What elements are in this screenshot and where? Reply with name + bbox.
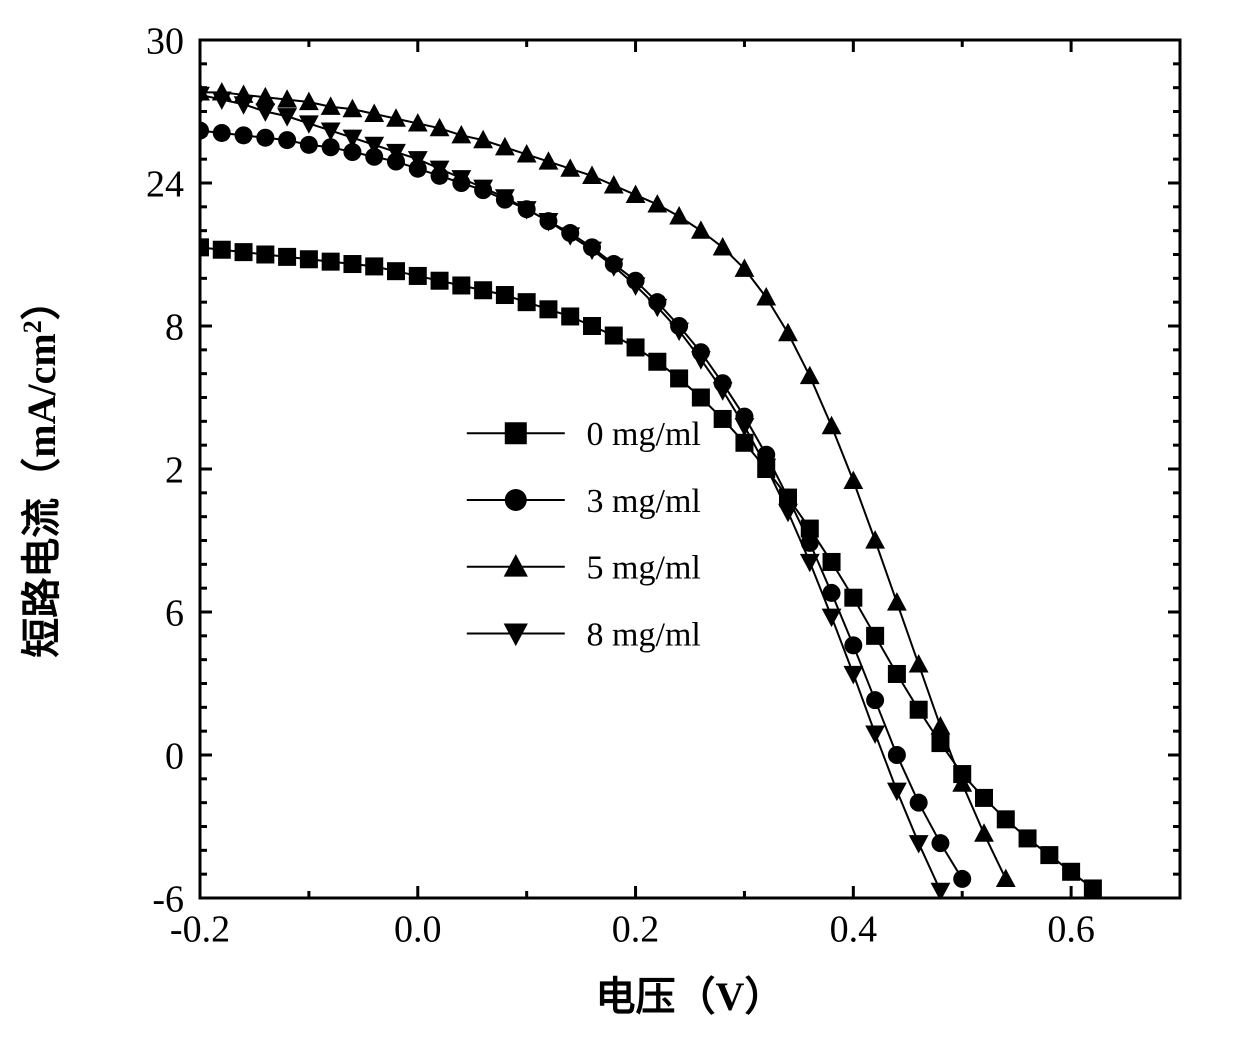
- jv-chart: -0.20.00.20.40.630248260-6电压（V）短路电流（mA/c…: [0, 0, 1240, 1048]
- svg-text:0.2: 0.2: [612, 909, 660, 951]
- svg-text:30: 30: [146, 20, 184, 62]
- svg-text:2: 2: [165, 449, 184, 491]
- svg-text:0.6: 0.6: [1047, 909, 1095, 951]
- legend-item-label: 5 mg/ml: [587, 550, 701, 587]
- legend-item-label: 0 mg/ml: [587, 416, 701, 453]
- svg-text:0.4: 0.4: [830, 909, 878, 951]
- svg-text:-6: -6: [152, 878, 184, 920]
- svg-text:8: 8: [165, 306, 184, 348]
- svg-text:24: 24: [146, 163, 184, 205]
- svg-text:6: 6: [165, 592, 184, 634]
- legend-item-label: 8 mg/ml: [587, 616, 701, 653]
- legend-item-label: 3 mg/ml: [587, 483, 701, 520]
- x-axis-label: 电压（V）: [596, 974, 785, 1019]
- svg-text:0.0: 0.0: [394, 909, 442, 951]
- svg-text:0: 0: [165, 735, 184, 777]
- chart-svg: -0.20.00.20.40.630248260-6电压（V）短路电流（mA/c…: [0, 0, 1240, 1048]
- y-axis-label: 短路电流（mA/cm2）: [18, 280, 65, 657]
